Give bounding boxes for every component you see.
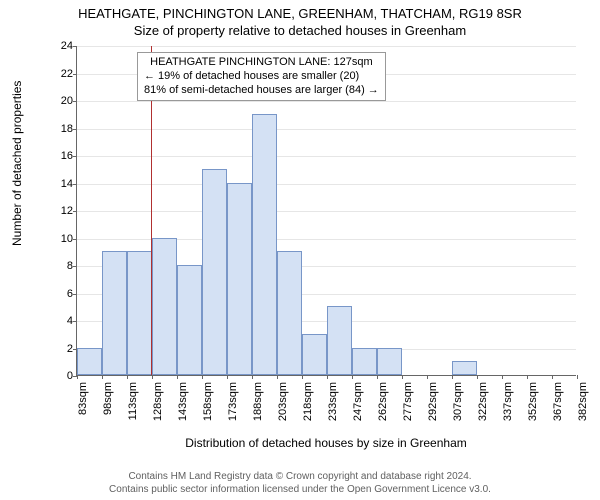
histogram-bar <box>227 183 252 376</box>
histogram-bar <box>127 251 152 375</box>
plot-area: 02468101214161820222483sqm98sqm113sqm128… <box>76 46 576 376</box>
x-tick-label: 128sqm <box>152 382 153 421</box>
histogram-bar <box>77 348 102 376</box>
y-tick-label: 4 <box>49 315 73 327</box>
x-tick-mark <box>502 375 503 379</box>
x-tick-mark <box>277 375 278 379</box>
x-tick-mark <box>127 375 128 379</box>
x-tick-mark <box>177 375 178 379</box>
x-tick-mark <box>402 375 403 379</box>
gridline <box>77 156 576 157</box>
gridline <box>77 129 576 130</box>
annotation-line1: HEATHGATE PINCHINGTON LANE: 127sqm <box>144 56 379 70</box>
y-tick-mark <box>73 46 77 47</box>
y-tick-label: 18 <box>49 123 73 135</box>
x-tick-label: 292sqm <box>427 382 428 421</box>
x-tick-mark <box>77 375 78 379</box>
x-tick-mark <box>202 375 203 379</box>
histogram-bar <box>377 348 402 376</box>
x-tick-label: 233sqm <box>327 382 328 421</box>
x-tick-label: 188sqm <box>252 382 253 421</box>
histogram-bar <box>152 238 177 376</box>
y-tick-mark <box>73 211 77 212</box>
x-tick-label: 367sqm <box>552 382 553 421</box>
x-axis-label: Distribution of detached houses by size … <box>76 436 576 454</box>
x-tick-label: 173sqm <box>227 382 228 421</box>
x-tick-label: 143sqm <box>177 382 178 421</box>
histogram-bar <box>277 251 302 375</box>
x-tick-label: 352sqm <box>527 382 528 421</box>
chart-title-main: HEATHGATE, PINCHINGTON LANE, GREENHAM, T… <box>0 0 600 21</box>
x-tick-mark <box>327 375 328 379</box>
y-tick-mark <box>73 294 77 295</box>
histogram-bar <box>202 169 227 375</box>
x-tick-label: 262sqm <box>377 382 378 421</box>
y-tick-label: 0 <box>49 370 73 382</box>
footer-line1: Contains HM Land Registry data © Crown c… <box>0 471 600 484</box>
x-tick-label: 247sqm <box>352 382 353 421</box>
x-tick-mark <box>477 375 478 379</box>
y-tick-mark <box>73 101 77 102</box>
x-tick-label: 98sqm <box>102 382 103 415</box>
histogram-bar <box>102 251 127 375</box>
y-tick-mark <box>73 184 77 185</box>
footer-line2: Contains public sector information licen… <box>0 484 600 497</box>
y-tick-label: 6 <box>49 288 73 300</box>
histogram-bar <box>452 361 477 375</box>
y-tick-mark <box>73 129 77 130</box>
y-tick-label: 24 <box>49 40 73 52</box>
x-tick-label: 218sqm <box>302 382 303 421</box>
y-tick-mark <box>73 74 77 75</box>
x-tick-mark <box>152 375 153 379</box>
x-tick-mark <box>302 375 303 379</box>
x-tick-mark <box>527 375 528 379</box>
y-tick-label: 20 <box>49 95 73 107</box>
gridline <box>77 211 576 212</box>
histogram-bar <box>327 306 352 375</box>
y-tick-mark <box>73 156 77 157</box>
y-tick-label: 2 <box>49 343 73 355</box>
x-tick-mark <box>102 375 103 379</box>
gridline <box>77 46 576 47</box>
histogram-bar <box>177 265 202 375</box>
y-tick-label: 16 <box>49 150 73 162</box>
y-tick-mark <box>73 321 77 322</box>
x-tick-mark <box>377 375 378 379</box>
x-tick-mark <box>252 375 253 379</box>
gridline <box>77 184 576 185</box>
y-tick-label: 12 <box>49 205 73 217</box>
y-tick-mark <box>73 239 77 240</box>
y-tick-mark <box>73 266 77 267</box>
annotation-line3: 81% of semi-detached houses are larger (… <box>144 84 379 98</box>
annotation-box: HEATHGATE PINCHINGTON LANE: 127sqm ← 19%… <box>137 52 386 101</box>
x-tick-mark <box>552 375 553 379</box>
x-tick-label: 158sqm <box>202 382 203 421</box>
y-tick-label: 10 <box>49 233 73 245</box>
x-tick-label: 113sqm <box>127 382 128 420</box>
y-tick-label: 14 <box>49 178 73 190</box>
x-tick-label: 203sqm <box>277 382 278 421</box>
x-tick-label: 307sqm <box>452 382 453 421</box>
x-tick-mark <box>227 375 228 379</box>
x-tick-label: 382sqm <box>577 382 578 421</box>
x-tick-label: 322sqm <box>477 382 478 421</box>
x-tick-mark <box>452 375 453 379</box>
annotation-line2: ← 19% of detached houses are smaller (20… <box>144 70 379 84</box>
histogram-bar <box>252 114 277 375</box>
x-tick-label: 83sqm <box>77 382 78 415</box>
y-tick-label: 22 <box>49 68 73 80</box>
chart-title-sub: Size of property relative to detached ho… <box>0 21 600 38</box>
x-tick-mark <box>427 375 428 379</box>
chart-container: Number of detached properties 0246810121… <box>46 46 576 404</box>
footer: Contains HM Land Registry data © Crown c… <box>0 471 600 496</box>
y-axis-label: Number of detached properties <box>10 81 24 246</box>
x-tick-label: 337sqm <box>502 382 503 421</box>
histogram-bar <box>302 334 327 375</box>
x-tick-mark <box>352 375 353 379</box>
x-tick-label: 277sqm <box>402 382 403 421</box>
y-tick-label: 8 <box>49 260 73 272</box>
histogram-bar <box>352 348 377 376</box>
x-tick-mark <box>577 375 578 379</box>
